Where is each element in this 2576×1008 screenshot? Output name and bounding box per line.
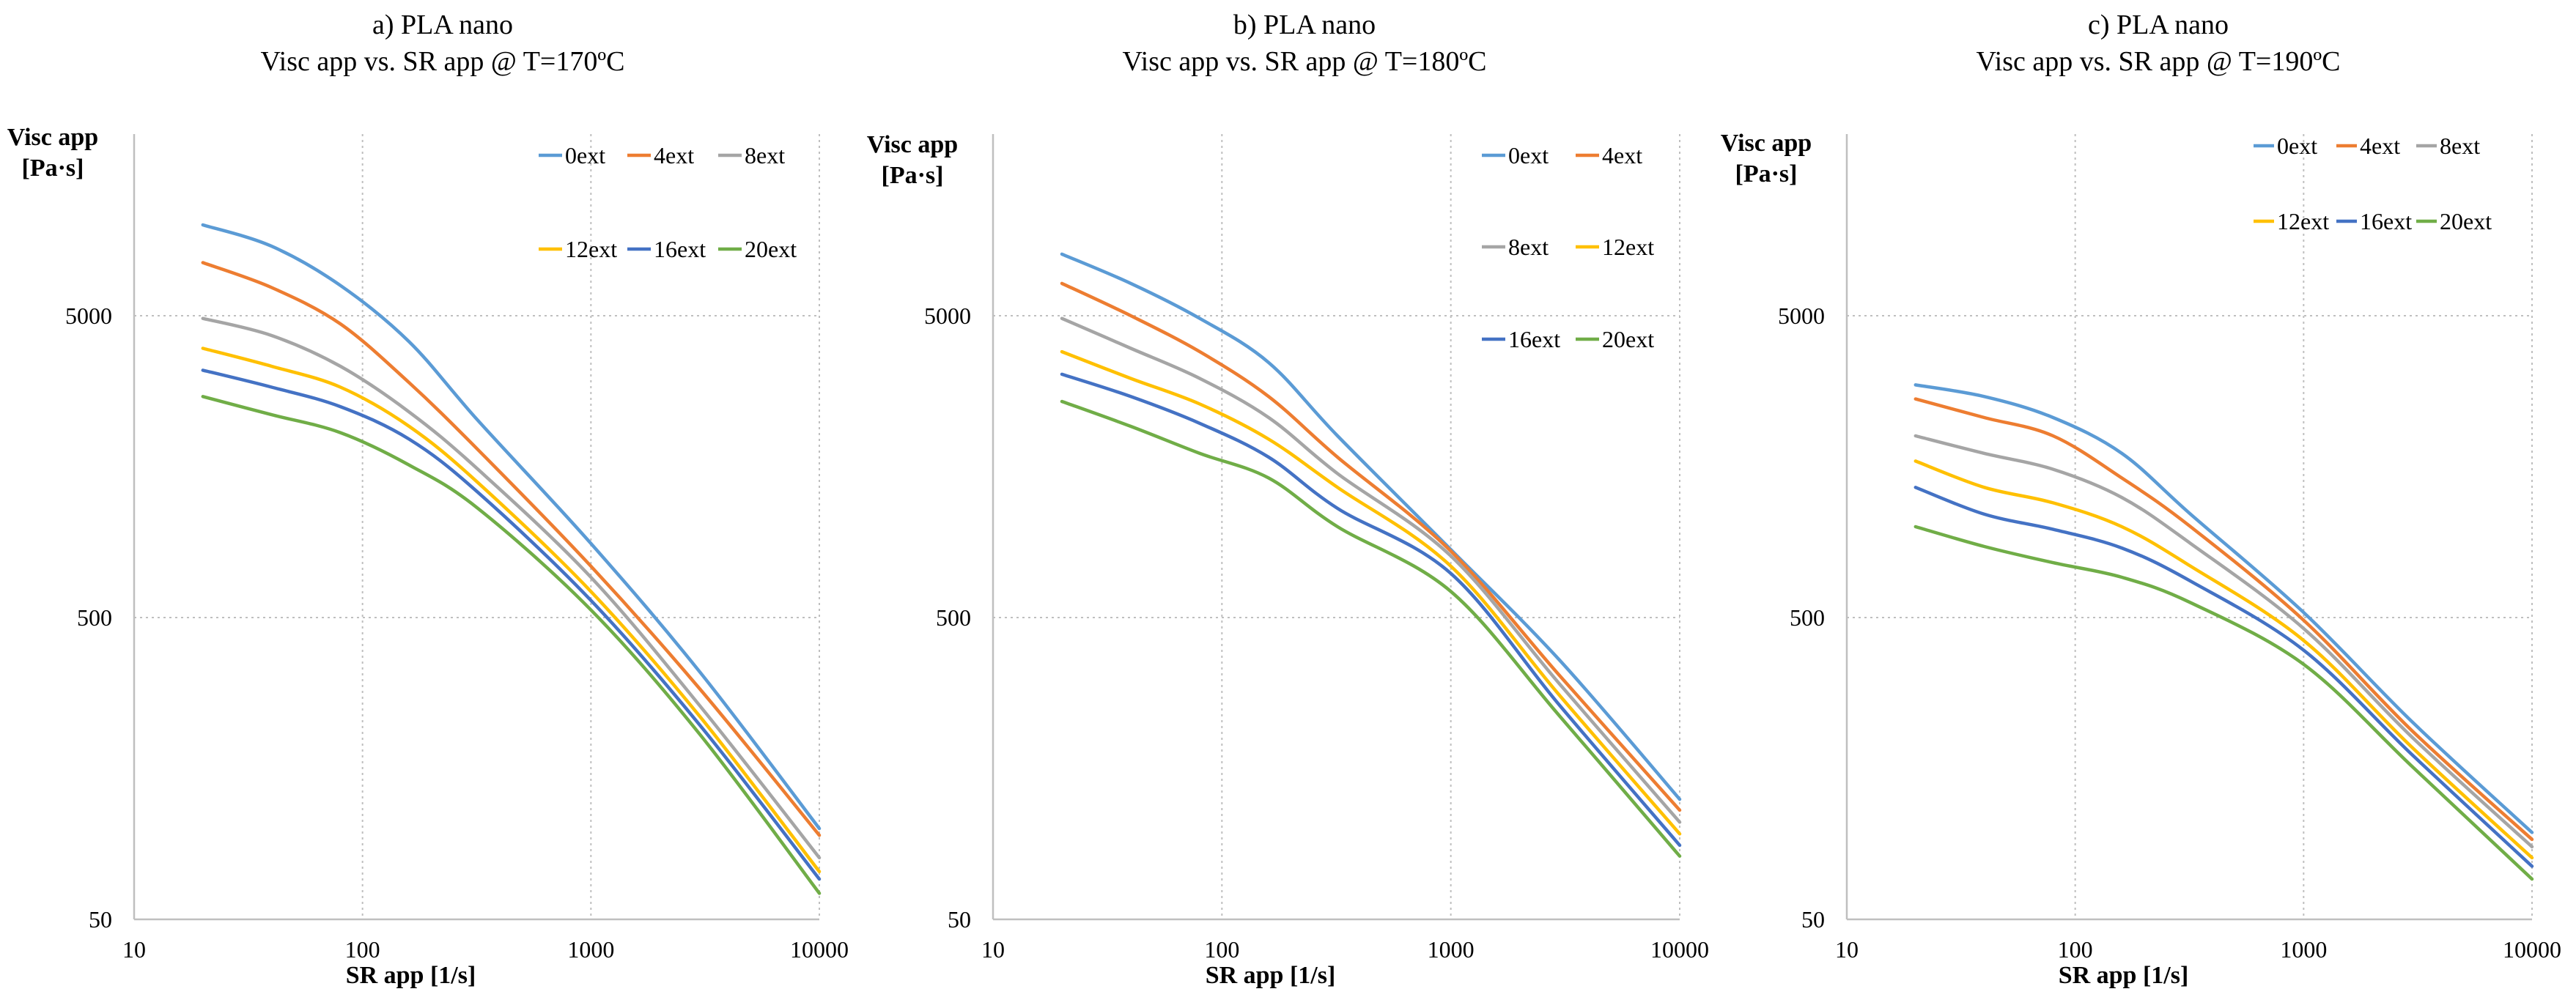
legend-label: 16ext [2360, 208, 2412, 234]
legend-item-20ext: 20ext [2416, 208, 2492, 234]
series-line-12ext [201, 346, 822, 874]
legend-item-8ext: 8ext [1482, 234, 1549, 260]
series-line-8ext [201, 316, 822, 860]
chart-title: c) PLA nano [2088, 10, 2229, 40]
y-axis-title: [Pa·s] [882, 162, 944, 189]
x-tick-label: 10000 [790, 936, 849, 963]
x-tick-label: 100 [1204, 936, 1239, 963]
series-line-8ext [1913, 434, 2534, 849]
legend-label: 0ext [1508, 142, 1549, 168]
legend-label: 0ext [2277, 133, 2317, 159]
legend-label: 16ext [654, 236, 706, 262]
series-line-0ext [1913, 383, 2534, 834]
legend-item-4ext: 4ext [2336, 133, 2400, 159]
legend-item-4ext: 4ext [627, 142, 694, 168]
legend-label: 8ext [1508, 234, 1549, 260]
x-tick-label: 10 [981, 936, 1005, 963]
legend-item-8ext: 8ext [718, 142, 785, 168]
y-axis-title: [Pa·s] [1735, 160, 1798, 188]
legend-item-4ext: 4ext [1576, 142, 1642, 168]
chart-panel-2: b) PLA nano Visc app vs. SR app @ T=180ºC… [867, 10, 1709, 989]
x-tick-label: 10 [1835, 936, 1859, 963]
x-tick-label: 1000 [1428, 936, 1475, 963]
legend-item-8ext: 8ext [2416, 133, 2480, 159]
series-line-16ext [1060, 372, 1682, 848]
x-tick-label: 100 [2058, 936, 2093, 963]
chart-subtitle: Visc app vs. SR app @ T=180ºC [1123, 46, 1487, 77]
series-line-20ext [201, 395, 822, 895]
y-axis-title: [Pa·s] [22, 155, 84, 182]
y-tick-label: 500 [77, 604, 112, 631]
series-line-4ext [201, 261, 822, 837]
x-tick-label: 10000 [1650, 936, 1709, 963]
legend-label: 20ext [745, 236, 797, 262]
legend-label: 16ext [1508, 326, 1560, 352]
legend-item-0ext: 0ext [1482, 142, 1549, 168]
y-tick-label: 500 [1790, 604, 1825, 631]
y-tick-label: 5000 [1778, 303, 1825, 329]
series-line-0ext [1060, 252, 1682, 801]
series-line-20ext [1913, 525, 2534, 881]
y-tick-label: 5000 [65, 303, 112, 329]
y-axis-title: Visc app [867, 131, 958, 158]
legend-item-20ext: 20ext [1576, 326, 1654, 352]
legend-item-16ext: 16ext [2336, 208, 2412, 234]
series-line-4ext [1060, 281, 1682, 812]
legend-label: 12ext [2277, 208, 2329, 234]
y-tick-label: 5000 [924, 303, 971, 329]
series-line-20ext [1060, 399, 1682, 858]
legend-label: 8ext [2440, 133, 2480, 159]
legend-label: 20ext [1602, 326, 1654, 352]
legend-item-0ext: 0ext [2254, 133, 2317, 159]
x-axis-title: SR app [1/s] [1206, 962, 1336, 989]
legend-item-12ext: 12ext [2254, 208, 2329, 234]
legend-item-16ext: 16ext [627, 236, 706, 262]
y-axis-title: Visc app [7, 124, 98, 151]
chart-subtitle: Visc app vs. SR app @ T=170ºC [261, 46, 625, 77]
legend-label: 12ext [1602, 234, 1654, 260]
y-tick-label: 50 [89, 906, 112, 933]
chart-title: a) PLA nano [372, 10, 513, 40]
x-tick-label: 1000 [567, 936, 614, 963]
series-line-12ext [1060, 349, 1682, 836]
legend-item-12ext: 12ext [1576, 234, 1654, 260]
legend-item-20ext: 20ext [718, 236, 797, 262]
chart-panel-1: a) PLA nano Visc app vs. SR app @ T=170ºC… [7, 10, 849, 989]
legend-item-16ext: 16ext [1482, 326, 1560, 352]
legend-label: 8ext [745, 142, 785, 168]
legend-label: 20ext [2440, 208, 2492, 234]
chart-subtitle: Visc app vs. SR app @ T=190ºC [1977, 46, 2341, 77]
legend-item-12ext: 12ext [539, 236, 617, 262]
y-tick-label: 50 [948, 906, 971, 933]
y-tick-label: 50 [1801, 906, 1825, 933]
chart-title: b) PLA nano [1233, 10, 1376, 40]
x-tick-label: 100 [345, 936, 380, 963]
legend-label: 12ext [565, 236, 617, 262]
series-line-8ext [1060, 316, 1682, 824]
x-tick-label: 10 [122, 936, 146, 963]
x-axis-title: SR app [1/s] [2059, 962, 2189, 989]
series-line-16ext [201, 368, 822, 881]
series-line-0ext [201, 223, 822, 831]
legend-item-0ext: 0ext [539, 142, 605, 168]
legend-label: 0ext [565, 142, 605, 168]
legend-label: 4ext [1602, 142, 1642, 168]
x-tick-label: 10000 [2503, 936, 2561, 963]
y-axis-title: Visc app [1721, 130, 1812, 157]
x-tick-label: 1000 [2280, 936, 2327, 963]
series-line-16ext [1913, 486, 2534, 868]
series-line-12ext [1913, 459, 2534, 860]
y-tick-label: 500 [936, 604, 971, 631]
x-axis-title: SR app [1/s] [346, 962, 476, 989]
legend-label: 4ext [654, 142, 694, 168]
chart-panel-3: c) PLA nano Visc app vs. SR app @ T=190ºC… [1721, 10, 2561, 989]
legend-label: 4ext [2360, 133, 2400, 159]
series-line-4ext [1913, 397, 2534, 842]
